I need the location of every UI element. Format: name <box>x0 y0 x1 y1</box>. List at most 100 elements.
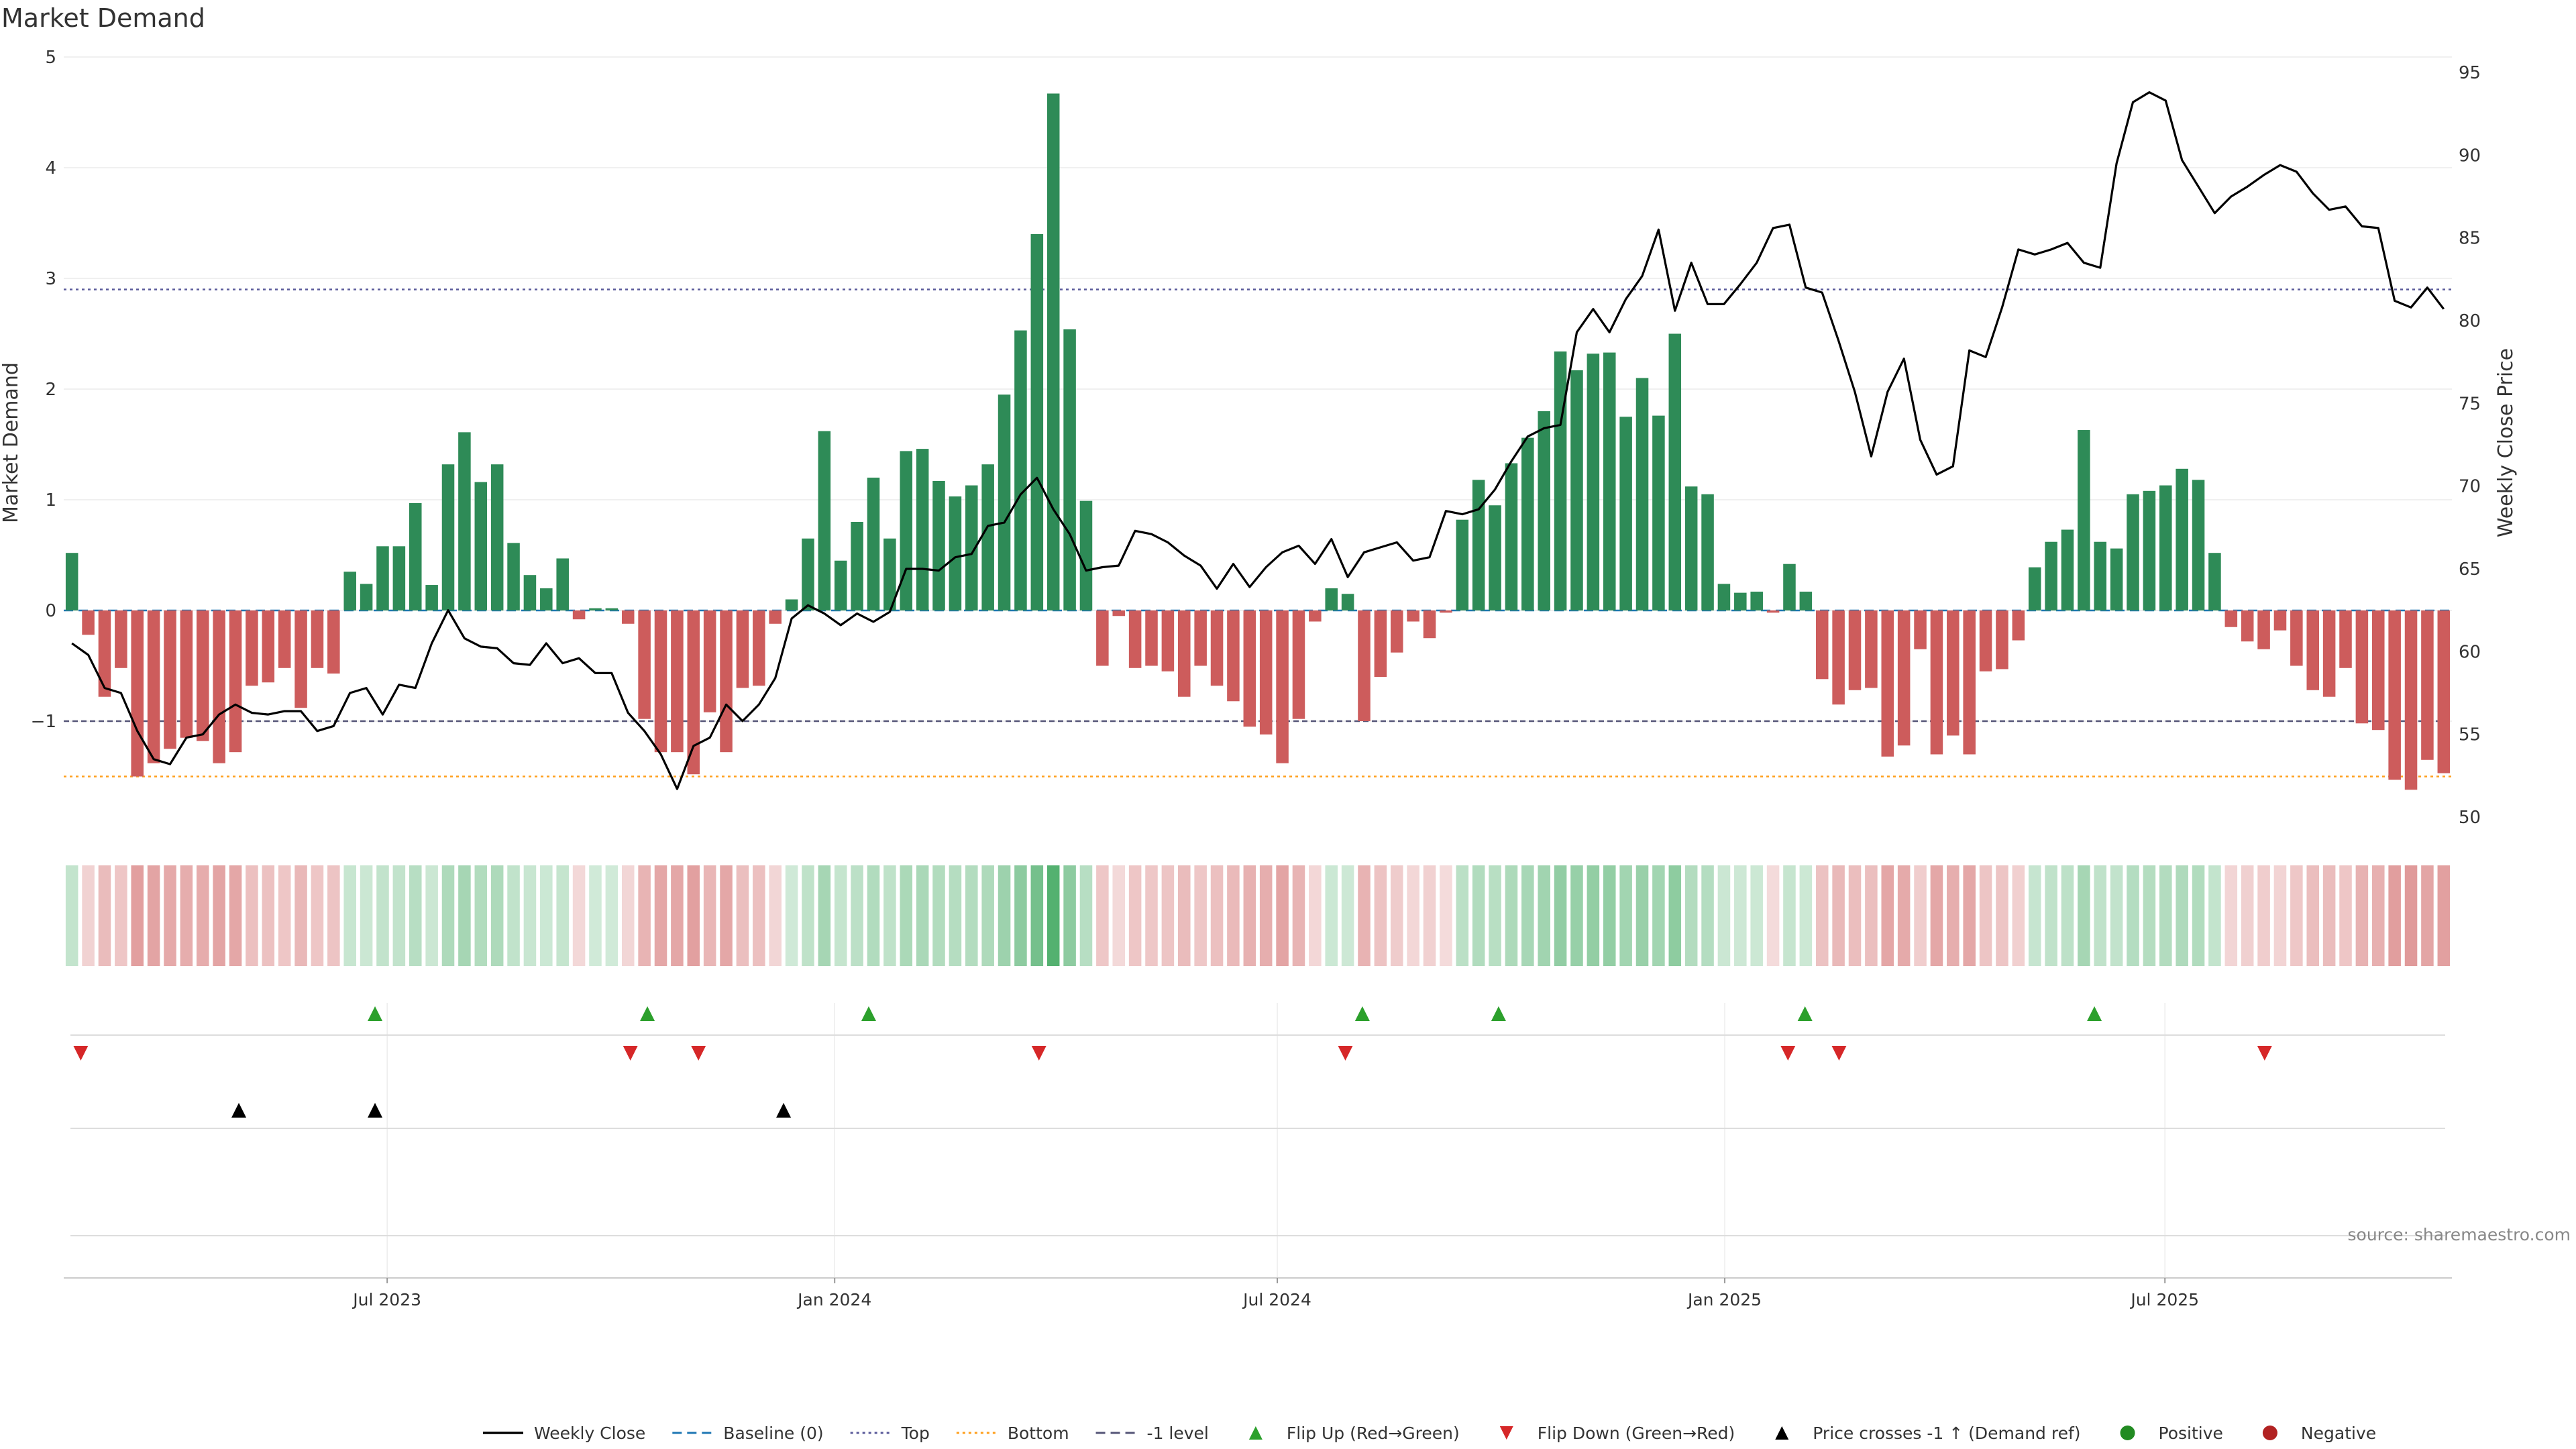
demand-bar <box>1848 610 1862 690</box>
demand-bar <box>1374 610 1387 677</box>
flip-down-marker <box>2257 1046 2272 1061</box>
demand-bar <box>654 610 667 753</box>
heat-cell <box>785 865 798 966</box>
demand-bar <box>2437 610 2451 773</box>
legend-label: Bottom <box>1008 1424 1069 1443</box>
heat-cell <box>2208 865 2221 966</box>
demand-bar <box>916 449 929 610</box>
heat-cell <box>2339 865 2352 966</box>
legend-label: Weekly Close <box>534 1424 645 1443</box>
demand-bars <box>65 93 2451 790</box>
heat-cell <box>1161 865 1175 966</box>
x-tick-label: Jul 2024 <box>1242 1290 1311 1309</box>
heat-cell <box>1799 865 1813 966</box>
heat-cell <box>2061 865 2074 966</box>
heat-cell <box>1668 865 1682 966</box>
heat-cell <box>229 865 242 966</box>
demand-bar <box>1423 610 1436 639</box>
demand-bar <box>98 610 111 697</box>
heat-cell <box>1489 865 1501 966</box>
heat-cell <box>1554 865 1567 966</box>
demand-bar <box>1489 505 1501 610</box>
heat-cell <box>327 865 340 966</box>
demand-bar <box>818 431 831 610</box>
heat-cell <box>1423 865 1436 966</box>
demand-bar <box>2110 548 2123 610</box>
heat-cell <box>900 865 913 966</box>
demand-bar <box>1390 610 1403 653</box>
demand-bar <box>1881 610 1894 757</box>
demand-bar <box>1554 351 1567 610</box>
heat-cell <box>1619 865 1632 966</box>
demand-bar <box>2094 541 2107 610</box>
demand-bar <box>883 538 896 610</box>
heat-cell <box>425 865 438 966</box>
demand-bar <box>246 610 258 686</box>
demand-bar <box>1440 610 1452 613</box>
demand-bar <box>1407 610 1419 622</box>
chart-title: Market Demand <box>1 3 205 33</box>
heat-cell <box>1325 865 1338 966</box>
y2-axis-title: Weekly Close Price <box>2494 348 2518 537</box>
demand-bar <box>294 610 307 708</box>
heat-cell <box>1635 865 1649 966</box>
heat-cell <box>1128 865 1142 966</box>
demand-bar <box>1194 610 1207 666</box>
legend-label: Positive <box>2159 1424 2223 1443</box>
heat-cell <box>2143 865 2156 966</box>
heat-cell <box>981 865 994 966</box>
heat-cell <box>2224 865 2238 966</box>
heat-cell <box>2355 865 2369 966</box>
heat-cell <box>246 865 258 966</box>
demand-bar <box>1799 591 1813 610</box>
demand-bar <box>2257 610 2270 649</box>
demand-bar <box>1014 330 1027 610</box>
heat-cell <box>458 865 471 966</box>
heat-cell <box>1112 865 1126 966</box>
heat-cell <box>1979 865 1992 966</box>
demand-bar <box>1472 480 1485 610</box>
y2-tick-label: 80 <box>2459 311 2481 331</box>
heat-cell <box>1210 865 1224 966</box>
y-tick-label: 1 <box>45 490 56 511</box>
y2-tick-label: 65 <box>2459 559 2481 580</box>
heat-cell <box>65 865 78 966</box>
y2-tick-label: 60 <box>2459 642 2481 662</box>
heat-cell <box>1276 865 1289 966</box>
demand-bar <box>1456 519 1469 610</box>
legend-label: Flip Up (Red→Green) <box>1287 1424 1460 1443</box>
heat-cell <box>2257 865 2270 966</box>
heat-cell <box>474 865 488 966</box>
demand-bar <box>1963 610 1976 755</box>
y2-tick-label: 75 <box>2459 394 2481 414</box>
demand-bar <box>213 610 225 763</box>
demand-bar <box>1783 564 1796 610</box>
demand-bar <box>1325 588 1338 610</box>
heat-cell <box>1783 865 1796 966</box>
heat-cell <box>1358 865 1371 966</box>
demand-bar <box>1259 610 1273 735</box>
demand-bar <box>753 610 765 686</box>
demand-bar <box>1309 610 1322 622</box>
demand-bar <box>867 478 880 610</box>
heat-cell <box>2404 865 2418 966</box>
heat-cell <box>1390 865 1403 966</box>
heat-cell <box>1930 865 1943 966</box>
heat-cell <box>2372 865 2385 966</box>
heat-cell <box>2094 865 2107 966</box>
heat-cell <box>2421 865 2434 966</box>
heat-cell <box>131 865 144 966</box>
heat-cell <box>490 865 504 966</box>
demand-bar <box>851 522 863 610</box>
x-tick-label: Jan 2024 <box>796 1290 871 1309</box>
demand-bar <box>736 610 749 688</box>
demand-bar <box>1684 486 1698 610</box>
demand-bar <box>474 482 488 610</box>
heat-cell <box>851 865 863 966</box>
demand-bar <box>949 496 962 610</box>
legend-label: Baseline (0) <box>723 1424 823 1443</box>
demand-bar <box>2208 553 2221 610</box>
heat-cell <box>916 865 929 966</box>
heat-cell <box>2110 865 2123 966</box>
heat-cell <box>1472 865 1485 966</box>
